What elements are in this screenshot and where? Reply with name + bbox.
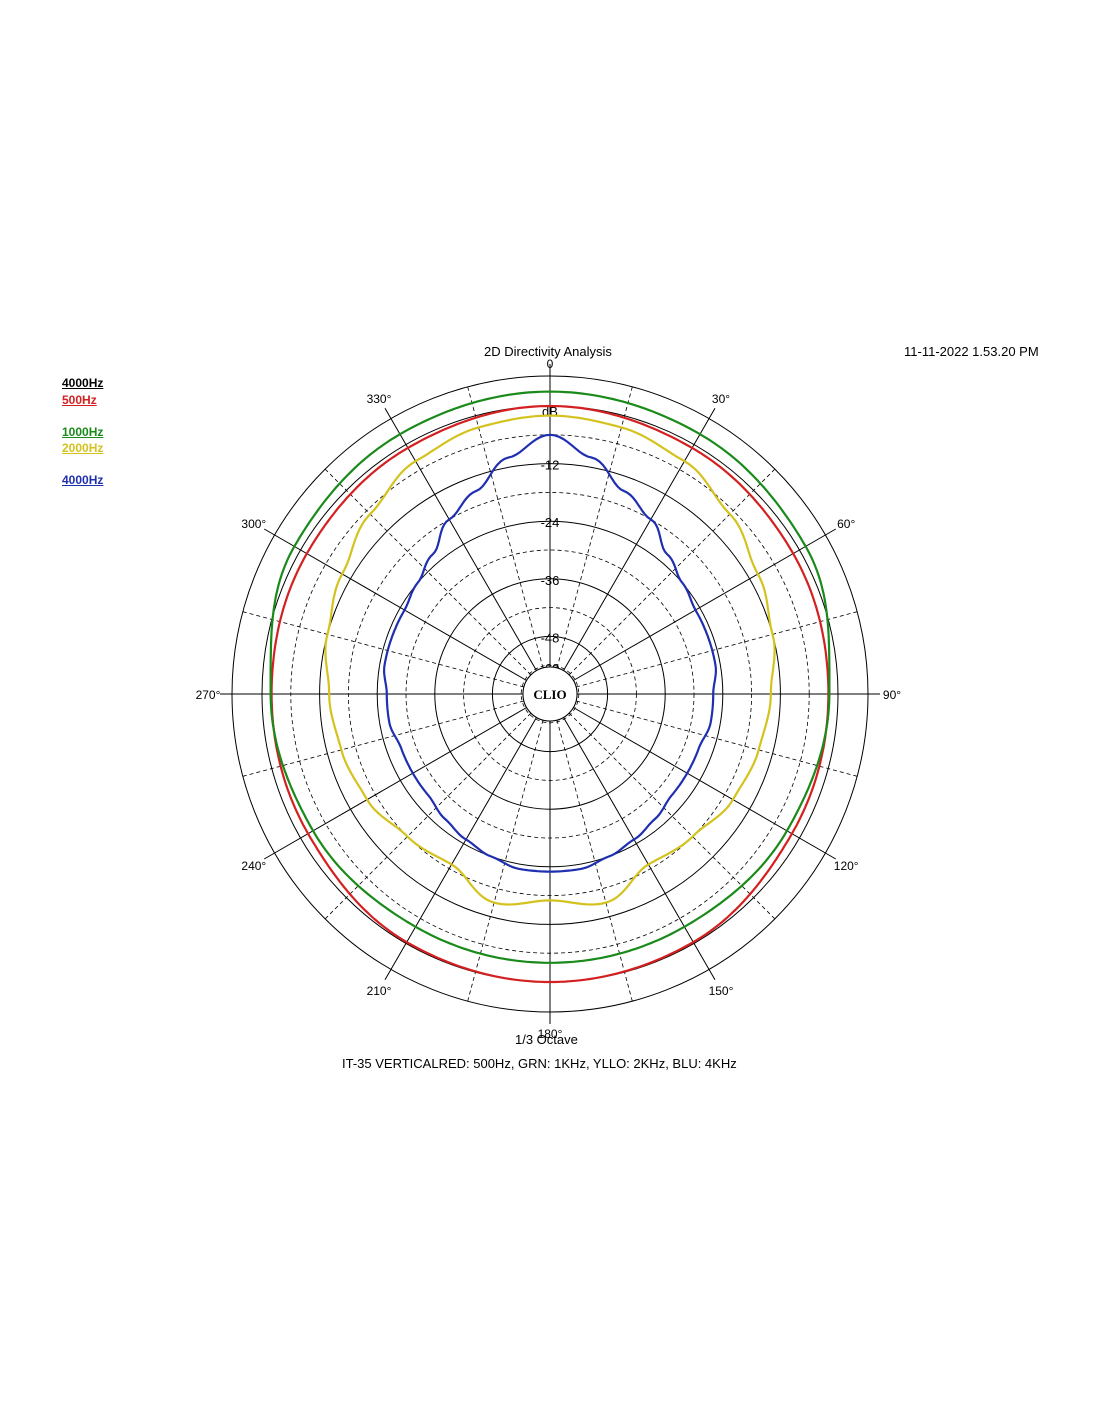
angle-tick-label: 270°	[196, 688, 221, 702]
legend-item: 2000Hz	[62, 441, 104, 455]
angle-tick-labels: 0 30° 60° 90° 120° 150° 180° 210° 240° 270° 300° 33…	[196, 357, 902, 1041]
angle-tick-label: 150°	[709, 984, 734, 998]
grid-spoke	[563, 717, 716, 981]
series-group	[269, 390, 831, 984]
angle-tick-label: 60°	[837, 517, 855, 531]
angle-tick-label: 330°	[367, 392, 392, 406]
chart-title: 2D Directivity Analysis	[484, 344, 612, 359]
radial-tick-labels: -12-24-36-48-60dB	[541, 404, 560, 676]
angle-tick-label: 120°	[834, 859, 859, 873]
radial-tick-label: -24	[541, 515, 560, 530]
caption: IT-35 VERTICALRED: 500Hz, GRN: 1KHz, YLL…	[342, 1056, 737, 1071]
angle-tick-label: 300°	[241, 517, 266, 531]
timestamp: 11-11-2022 1.53.20 PM	[904, 344, 1039, 359]
angle-tick-label: 180°	[538, 1027, 563, 1041]
series-line-4000Hz	[382, 433, 718, 873]
series-line-1000Hz	[269, 390, 831, 964]
grid-spoke	[384, 407, 537, 671]
series-line-500Hz	[270, 404, 830, 984]
radial-tick-label: -48	[541, 630, 560, 645]
series-line-2000Hz	[324, 414, 776, 906]
angle-tick-label: 30°	[712, 392, 730, 406]
angle-tick-label: 210°	[367, 984, 392, 998]
grid-spoke	[384, 717, 537, 981]
clio-logo: CLIO	[522, 666, 578, 722]
grid-spoke	[263, 528, 527, 681]
clio-logo-text: CLIO	[533, 687, 566, 702]
legend-item: 4000Hz	[62, 376, 104, 390]
grid-spoke	[573, 707, 837, 860]
grid-spoke	[263, 707, 527, 860]
legend-item: 1000Hz	[62, 425, 104, 439]
radial-tick-label: -12	[541, 458, 560, 473]
legend-item: 4000Hz	[62, 473, 104, 487]
angle-tick-label: 240°	[241, 859, 266, 873]
angle-tick-label: 0	[547, 357, 554, 371]
radial-tick-label: -36	[541, 573, 560, 588]
octave-label: 1/3 Octave	[515, 1032, 578, 1047]
angle-tick-label: 90°	[883, 688, 901, 702]
grid-spoke	[563, 407, 716, 671]
legend-item: 500Hz	[62, 393, 97, 407]
grid-spoke	[573, 528, 837, 681]
